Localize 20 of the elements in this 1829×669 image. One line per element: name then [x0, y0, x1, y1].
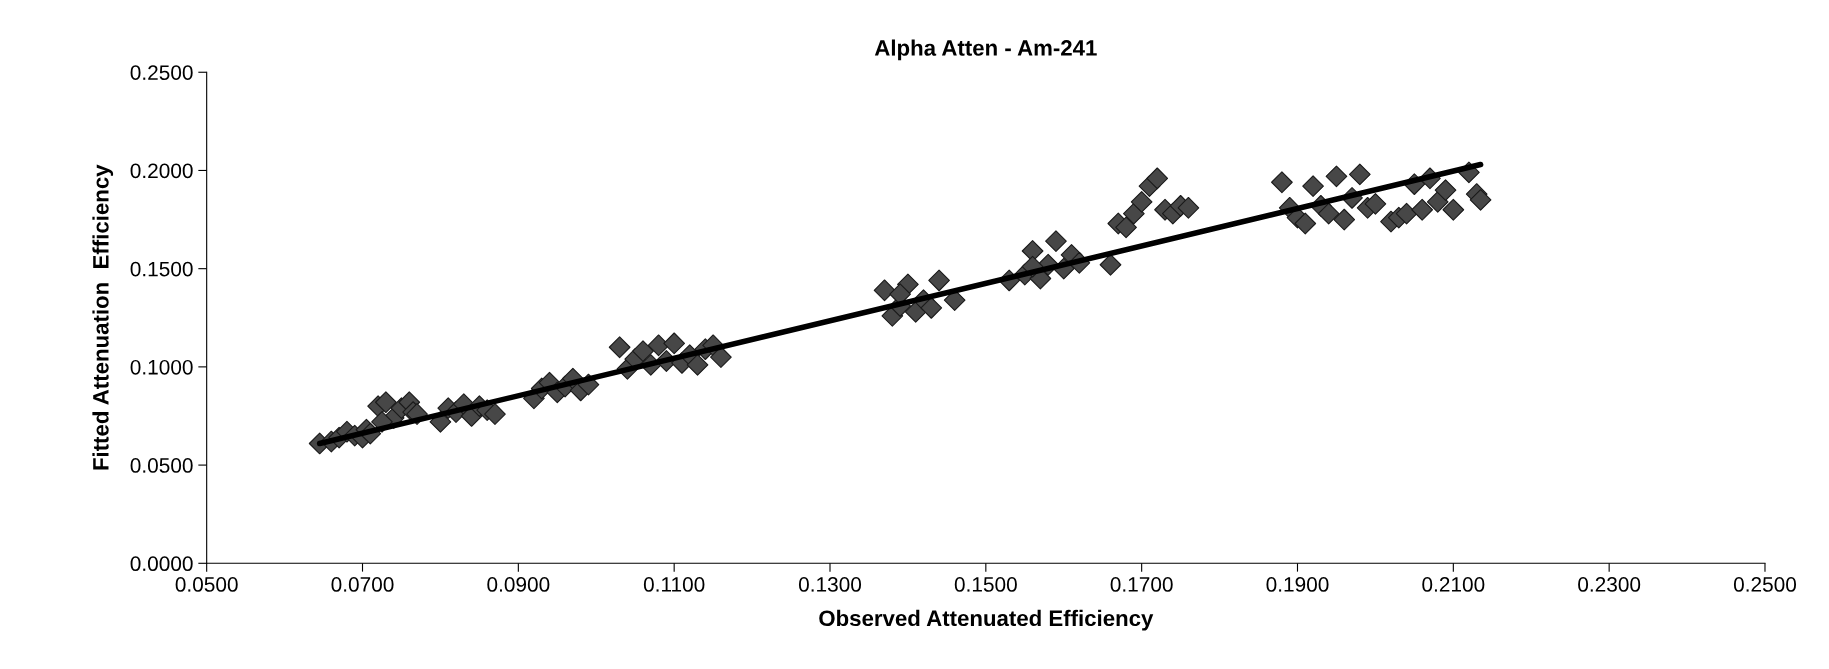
x-tick-label: 0.1700 [1110, 577, 1173, 592]
y-tick-label: 0.1000 [130, 359, 193, 375]
x-tick-label: 0.0900 [487, 577, 550, 592]
x-tick-label: 0.1900 [1266, 577, 1329, 592]
y-tick-label: 0.0000 [130, 556, 193, 572]
x-tick-label: 0.2500 [1733, 577, 1797, 592]
x-tick-label: 0.0500 [175, 577, 238, 592]
y-tick-label: 0.1500 [130, 261, 193, 277]
x-tick-label: 0.1500 [954, 577, 1017, 592]
x-tick-label: 0.2100 [1422, 577, 1485, 592]
x-tick-label: 0.0700 [331, 577, 394, 592]
y-tick-label: 0.0500 [130, 458, 193, 473]
y-axis-title: Fitted Attenuation Efficiency [92, 164, 114, 470]
x-axis-title: Observed Attenuated Efficiency [819, 609, 1154, 631]
x-tick-label: 0.1300 [798, 577, 862, 592]
x-tick-label: 0.1100 [643, 577, 705, 592]
chart-title: Alpha Atten - Am-241 [874, 39, 1097, 61]
y-tick-label: 0.2500 [130, 65, 193, 81]
x-tick-label: 0.2300 [1578, 577, 1641, 592]
y-tick-label: 0.2000 [130, 163, 193, 179]
